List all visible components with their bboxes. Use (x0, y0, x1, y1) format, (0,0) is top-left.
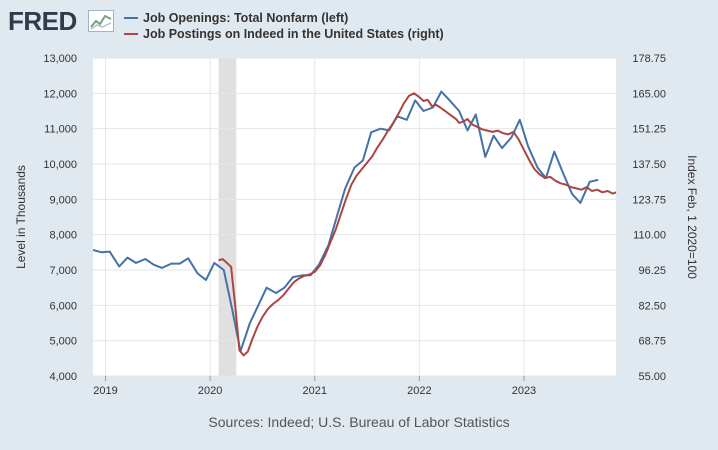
y-left-tick-label: 5,000 (49, 336, 77, 348)
legend-swatch-red (124, 33, 138, 35)
chart-logo-icon (88, 10, 114, 32)
y-right-tick-label: 151.25 (632, 124, 666, 136)
y-right-tick-label: 137.50 (632, 159, 666, 171)
legend-entry-job-postings[interactable]: Job Postings on Indeed in the United Sta… (124, 26, 444, 42)
y-axis-left: 4,000 5,000 6,000 7,000 8,000 9,000 10,000 11,0… (43, 53, 77, 383)
y-left-tick-label: 12,000 (43, 88, 77, 100)
chart-header: FRED Job Openings: Total Nonfarm (left) … (0, 0, 718, 50)
y-right-tick-label: 55.00 (638, 371, 666, 383)
y-right-tick-label: 68.75 (638, 336, 666, 348)
series-line-job-postings[interactable] (218, 92, 617, 357)
y-left-tick-label: 6,000 (49, 300, 77, 312)
y-left-tick-label: 13,000 (43, 53, 77, 65)
legend-entry-job-openings[interactable]: Job Openings: Total Nonfarm (left) (124, 10, 444, 26)
y-right-tick-label: 110.00 (633, 230, 666, 242)
y-right-tick-label: 123.75 (632, 194, 666, 206)
y-axis-right-label: Index Feb, 1 2020=100 (685, 155, 699, 279)
y-right-tick-label: 82.50 (638, 300, 666, 312)
x-tick-label: 2022 (407, 385, 431, 397)
y-right-tick-label: 178.75 (632, 53, 666, 65)
y-left-tick-label: 9,000 (49, 194, 77, 206)
y-axis-left-label: Level in Thousands (14, 165, 28, 269)
x-axis: 2019 2020 2021 2022 2023 (93, 376, 536, 397)
recession-band (218, 58, 237, 376)
x-tick-label: 2020 (198, 385, 222, 397)
fred-logo[interactable]: FRED (8, 6, 77, 36)
x-tick-label: 2019 (93, 385, 117, 397)
y-right-tick-label: 96.25 (638, 265, 666, 277)
y-left-tick-label: 8,000 (49, 230, 77, 242)
y-right-tick-label: 165.00 (632, 88, 666, 100)
y-axis-right: 55.00 68.75 82.50 96.25 110.00 123.75 137.50 15… (632, 53, 666, 383)
x-tick-label: 2023 (512, 385, 536, 397)
y-left-tick-label: 10,000 (43, 159, 77, 171)
x-tick-label: 2021 (303, 385, 327, 397)
y-left-tick-label: 4,000 (49, 371, 77, 383)
legend-swatch-blue (124, 17, 138, 19)
plot-area (93, 58, 616, 376)
legend-label-job-postings: Job Postings on Indeed in the United Sta… (143, 27, 444, 41)
y-left-tick-label: 7,000 (49, 265, 77, 277)
grid-lines (93, 57, 616, 377)
source-note: Sources: Indeed; U.S. Bureau of Labor St… (208, 414, 510, 430)
chart-legend: Job Openings: Total Nonfarm (left) Job P… (124, 10, 444, 42)
y-left-tick-label: 11,000 (44, 124, 77, 136)
line-chart: 4,000 5,000 6,000 7,000 8,000 9,000 10,000 11,0… (14, 53, 699, 397)
legend-label-job-openings: Job Openings: Total Nonfarm (left) (143, 11, 349, 25)
